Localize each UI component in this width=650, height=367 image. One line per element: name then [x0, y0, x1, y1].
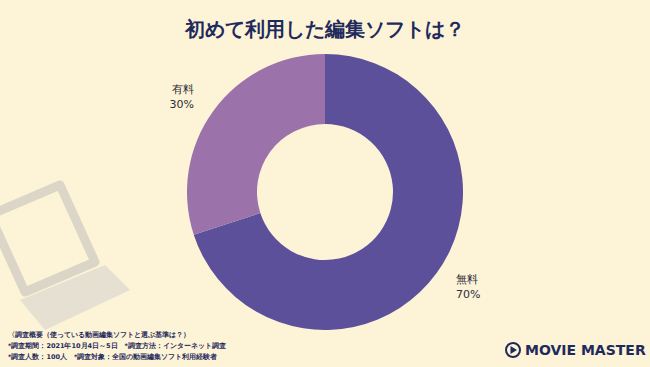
annotation: 〈調査概要（使っている動画編集ソフトと選ぶ基準は？）: [8, 330, 190, 339]
chart-svg: 初めて利用した編集ソフトは？ 無料 70% 有料 30% 〈調査概要（使っている動画編集ソ…: [0, 0, 650, 367]
laptop-base: [20, 265, 130, 330]
slice: [187, 54, 325, 235]
data-labels: 無料 70% 有料 30%: [169, 83, 480, 301]
category-label: 有料: [172, 83, 194, 96]
annotation: *調査期間：2021年10月4日～5日 *調査方法：インターネット調査: [8, 341, 226, 350]
background: [0, 0, 650, 367]
brand: MOVIE MASTER: [525, 342, 646, 358]
category-label: 無料: [456, 273, 478, 286]
annotation: *調査人数：100人 *調査対象：全国の動画編集ソフト利用経験者: [8, 352, 217, 361]
chart-root: 初めて利用した編集ソフトは？ 無料 70% 有料 30% 〈調査概要（使っている動画編集ソ…: [0, 0, 650, 367]
logo-circle: [506, 343, 520, 357]
title: 初めて利用した編集ソフトは？: [184, 17, 465, 41]
slices: [187, 54, 463, 330]
brand-logo: MOVIE MASTER: [506, 342, 646, 358]
value-label: 30%: [169, 98, 193, 111]
logo-play: [511, 346, 518, 354]
value-label: 70%: [456, 288, 480, 301]
laptop-icon: [0, 185, 130, 330]
